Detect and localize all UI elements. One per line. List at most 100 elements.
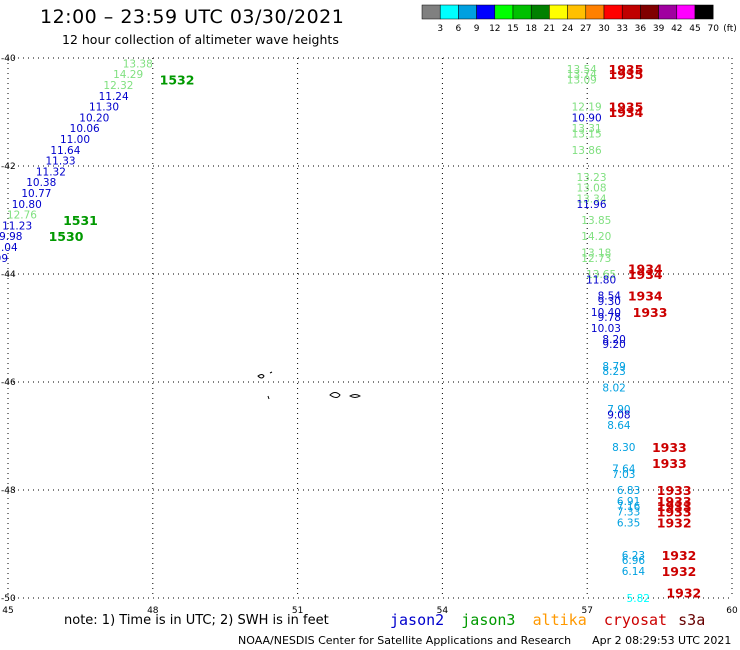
wave-height-label: 10.06 [70, 123, 100, 135]
island-outline [269, 371, 273, 374]
wave-height-label: 12.19 [572, 102, 602, 114]
wave-height-label: 6.23 [622, 550, 645, 562]
pass-time-label: 1932 [662, 564, 697, 579]
pass-time-label: 1932 [657, 515, 692, 530]
satellite-legend: jason2 jason3 altika cryosat s3a [390, 610, 717, 629]
wave-height-label: 13.15 [572, 129, 602, 141]
wave-height-label: 5.82 [627, 593, 650, 605]
wave-height-label: 11.00 [60, 134, 90, 146]
legend-label: 15 [507, 24, 518, 34]
wave-height-label: 8.20 [602, 334, 625, 346]
pass-time-label: 1932 [662, 548, 697, 563]
legend-swatch [421, 4, 441, 20]
pass-time-label: 1933 [657, 499, 692, 514]
pass-time-labels: 1532153115301935193519351934193419341934… [49, 62, 702, 601]
pass-time-label: 1933 [657, 505, 692, 520]
x-tick-label: 51 [292, 606, 303, 616]
pass-time-label: 1530 [49, 229, 84, 244]
wave-height-label: 13.65 [586, 269, 616, 281]
legend-swatch [603, 4, 623, 20]
legend-label: 30 [598, 24, 610, 34]
island-outline [349, 394, 361, 398]
legend-label: 9 [474, 24, 480, 34]
legend-label: 27 [580, 24, 591, 34]
x-tick-label: 57 [581, 606, 592, 616]
color-legend: 3 6 9 12 15 18 21 24 27 30 33 36 39 42 45 70 (ft) [421, 4, 737, 34]
pass-time-label: 1935 [609, 62, 644, 77]
wave-height-label: 14.20 [581, 231, 611, 243]
wave-height-label: 10.03 [591, 323, 621, 335]
wave-height-label: 8.79 [602, 361, 625, 373]
y-tick-label: -50 [1, 594, 16, 604]
footer-timestamp: Apr 2 08:29:53 UTC 2021 [592, 634, 732, 647]
wave-height-label: 10.38 [26, 177, 56, 189]
wave-height-label: 11.30 [89, 102, 119, 114]
legend-unit: (ft) [723, 24, 737, 34]
wave-height-label: 9.30 [598, 296, 621, 308]
legend-label: 12 [489, 24, 500, 34]
wave-height-label: 11.24 [99, 91, 129, 103]
wave-height-label: 8.30 [612, 442, 635, 454]
wave-height-label: 11.33 [46, 156, 76, 168]
wave-height-label: 12.32 [103, 80, 133, 92]
wave-height-label: 6.14 [622, 566, 646, 578]
page-subtitle: 12 hour collection of altimeter wave hei… [62, 32, 339, 47]
island-outlines [257, 371, 361, 400]
wave-height-label: 11.64 [50, 145, 80, 157]
wave-height-label: 6.35 [617, 517, 640, 529]
legend-swatch [439, 4, 459, 20]
legend-label: 33 [616, 24, 627, 34]
pass-time-label: 1935 [609, 67, 644, 82]
satellite-altika: altika [532, 611, 587, 629]
wave-height-label: 10.77 [21, 188, 51, 200]
legend-swatch [621, 4, 641, 20]
wave-height-label: 13.85 [581, 215, 611, 227]
legend-label: 36 [635, 24, 647, 34]
wave-height-label: 13.38 [123, 58, 153, 70]
x-tick-label: 60 [726, 606, 738, 616]
wave-height-label: 13.54 [567, 64, 597, 76]
footer: NOAA/NESDIS Center for Satellite Applica… [238, 634, 731, 647]
wave-height-label: 12.73 [581, 253, 611, 265]
y-tick-label: -40 [1, 54, 16, 64]
note-text: note: 1) Time is in UTC; 2) SWH is in fe… [64, 613, 329, 628]
pass-time-label: 1933 [652, 440, 687, 455]
wave-height-label: 7.33 [617, 507, 640, 519]
page-title: 12:00 – 23:59 UTC 03/30/2021 [40, 6, 345, 28]
legend-swatch [530, 4, 550, 20]
legend-label: 6 [456, 24, 462, 34]
pass-time-label: 1933 [633, 305, 668, 320]
wave-height-label: 11.80 [586, 274, 616, 286]
pass-time-label: 1933 [657, 483, 692, 498]
wave-height-label: 9.08 [607, 409, 630, 421]
legend-swatch [694, 4, 714, 20]
x-tick-label: 45 [2, 606, 13, 616]
wave-height-label: 11.04 [0, 242, 18, 254]
legend-swatch [640, 4, 659, 20]
y-tick-label: -46 [1, 378, 16, 388]
pass-time-label: 1934 [628, 267, 663, 282]
island-outline [257, 374, 270, 400]
wave-height-label: 6.96 [622, 555, 646, 567]
legend-label: 3 [437, 24, 443, 34]
pass-time-label: 1933 [657, 494, 692, 509]
wave-height-label: 13.74 [567, 69, 597, 81]
wave-height-label: 12.76 [7, 210, 37, 222]
satellite-jason2: jason2 [390, 611, 445, 629]
wave-height-label: 13.18 [581, 247, 611, 259]
legend-swatch [549, 4, 568, 20]
legend-label: 18 [525, 24, 537, 34]
pass-time-label: 1934 [609, 105, 644, 120]
wave-height-label: 13.34 [576, 193, 606, 205]
wave-height-label: 13.86 [572, 145, 602, 157]
wave-height-label: 7.16 [617, 501, 641, 513]
legend-swatch [476, 4, 496, 20]
wave-height-label: 10.20 [79, 112, 109, 124]
legend-label: 45 [689, 24, 700, 34]
wave-height-label: 6.91 [617, 496, 640, 508]
wave-height-label: 14.29 [113, 69, 143, 81]
axis-ticks: 45 48 51 54 57 60 -40 -42 -44 -46 -48 -50 [1, 54, 738, 616]
wave-height-label: 11.23 [2, 220, 32, 232]
wave-height-label: 6.83 [617, 485, 640, 497]
